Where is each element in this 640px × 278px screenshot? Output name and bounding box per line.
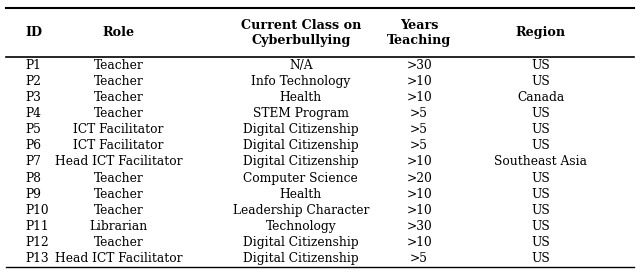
Text: Digital Citizenship: Digital Citizenship xyxy=(243,123,358,136)
Text: P1: P1 xyxy=(26,59,42,71)
Text: P5: P5 xyxy=(26,123,42,136)
Text: US: US xyxy=(531,204,550,217)
Text: >5: >5 xyxy=(410,107,428,120)
Text: US: US xyxy=(531,75,550,88)
Text: US: US xyxy=(531,220,550,233)
Text: US: US xyxy=(531,107,550,120)
Text: Teacher: Teacher xyxy=(93,59,143,71)
Text: >30: >30 xyxy=(406,220,432,233)
Text: P13: P13 xyxy=(26,252,49,265)
Text: >10: >10 xyxy=(406,75,432,88)
Text: Head ICT Facilitator: Head ICT Facilitator xyxy=(54,155,182,168)
Text: >10: >10 xyxy=(406,91,432,104)
Text: Info Technology: Info Technology xyxy=(251,75,351,88)
Text: US: US xyxy=(531,188,550,201)
Text: Current Class on
Cyberbullying: Current Class on Cyberbullying xyxy=(241,19,361,47)
Text: US: US xyxy=(531,172,550,185)
Text: >10: >10 xyxy=(406,236,432,249)
Text: P10: P10 xyxy=(26,204,49,217)
Text: Teacher: Teacher xyxy=(93,91,143,104)
Text: Teacher: Teacher xyxy=(93,204,143,217)
Text: >30: >30 xyxy=(406,59,432,71)
Text: Head ICT Facilitator: Head ICT Facilitator xyxy=(54,252,182,265)
Text: Health: Health xyxy=(280,188,322,201)
Text: P4: P4 xyxy=(26,107,42,120)
Text: ID: ID xyxy=(26,26,43,39)
Text: N/A: N/A xyxy=(289,59,312,71)
Text: Years
Teaching: Years Teaching xyxy=(387,19,451,47)
Text: >5: >5 xyxy=(410,123,428,136)
Text: >10: >10 xyxy=(406,155,432,168)
Text: Teacher: Teacher xyxy=(93,75,143,88)
Text: P2: P2 xyxy=(26,75,42,88)
Text: Leadership Character: Leadership Character xyxy=(232,204,369,217)
Text: >10: >10 xyxy=(406,204,432,217)
Text: Digital Citizenship: Digital Citizenship xyxy=(243,139,358,152)
Text: Digital Citizenship: Digital Citizenship xyxy=(243,252,358,265)
Text: Digital Citizenship: Digital Citizenship xyxy=(243,236,358,249)
Text: Digital Citizenship: Digital Citizenship xyxy=(243,155,358,168)
Text: Region: Region xyxy=(516,26,566,39)
Text: ICT Facilitator: ICT Facilitator xyxy=(73,139,164,152)
Text: US: US xyxy=(531,123,550,136)
Text: US: US xyxy=(531,236,550,249)
Text: US: US xyxy=(531,139,550,152)
Text: Teacher: Teacher xyxy=(93,236,143,249)
Text: P6: P6 xyxy=(26,139,42,152)
Text: Librarian: Librarian xyxy=(89,220,148,233)
Text: >10: >10 xyxy=(406,188,432,201)
Text: Teacher: Teacher xyxy=(93,172,143,185)
Text: US: US xyxy=(531,252,550,265)
Text: P9: P9 xyxy=(26,188,42,201)
Text: >20: >20 xyxy=(406,172,432,185)
Text: P3: P3 xyxy=(26,91,42,104)
Text: P11: P11 xyxy=(26,220,49,233)
Text: P7: P7 xyxy=(26,155,42,168)
Text: >5: >5 xyxy=(410,252,428,265)
Text: Teacher: Teacher xyxy=(93,188,143,201)
Text: STEM Program: STEM Program xyxy=(253,107,349,120)
Text: Computer Science: Computer Science xyxy=(243,172,358,185)
Text: P12: P12 xyxy=(26,236,49,249)
Text: US: US xyxy=(531,59,550,71)
Text: Health: Health xyxy=(280,91,322,104)
Text: Technology: Technology xyxy=(266,220,336,233)
Text: Role: Role xyxy=(102,26,134,39)
Text: Canada: Canada xyxy=(517,91,564,104)
Text: P8: P8 xyxy=(26,172,42,185)
Text: ICT Facilitator: ICT Facilitator xyxy=(73,123,164,136)
Text: >5: >5 xyxy=(410,139,428,152)
Text: Teacher: Teacher xyxy=(93,107,143,120)
Text: Southeast Asia: Southeast Asia xyxy=(494,155,588,168)
